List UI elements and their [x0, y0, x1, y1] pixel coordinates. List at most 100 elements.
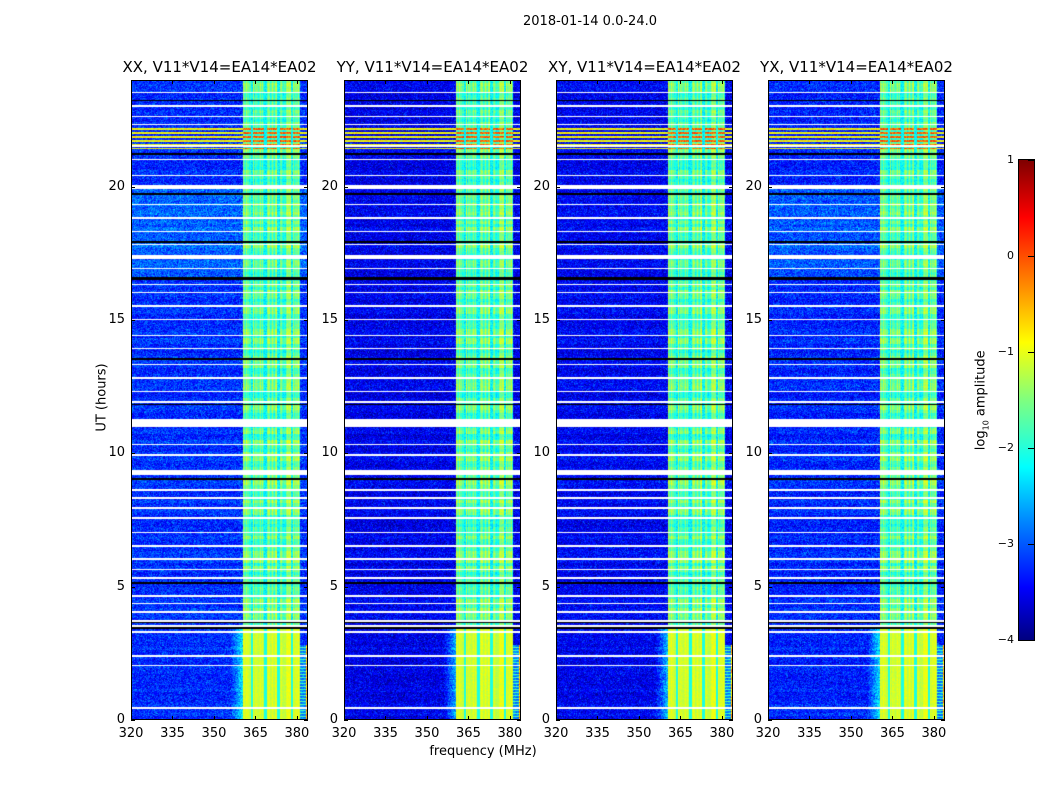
x-tick-mark [131, 716, 132, 720]
y-tick-mark [768, 720, 772, 721]
y-tick-label: 5 [329, 578, 338, 594]
x-tick-mark [426, 80, 428, 84]
y-tick-label: 20 [108, 178, 125, 194]
x-tick-label: 380 [497, 726, 523, 741]
y-tick-mark [304, 186, 308, 188]
y-tick-mark [729, 320, 733, 321]
y-tick-mark [304, 453, 308, 455]
y-tick-mark [344, 186, 348, 188]
y-tick-label: 10 [108, 445, 125, 461]
y-tick-mark [304, 320, 308, 321]
y-tick-label: 15 [745, 312, 762, 327]
y-tick-mark [556, 720, 560, 721]
x-tick-mark [768, 716, 769, 720]
y-tick-mark [768, 320, 772, 321]
colorbar-label-suffix: amplitude [973, 350, 989, 421]
y-tick-label: 10 [533, 445, 550, 461]
spectrogram-image [131, 80, 308, 720]
y-tick-mark [131, 586, 135, 588]
y-tick-mark [556, 320, 560, 321]
colorbar-tick-label: −3 [997, 537, 1014, 550]
x-tick-mark [850, 716, 852, 720]
y-tick-mark [131, 453, 135, 455]
x-tick-mark [468, 80, 470, 84]
spectrogram-panel: XX, V11*V14=EA14*EA02 320 335 350 365 380 0 5 10… [108, 58, 316, 741]
panel-title: XX, V11*V14=EA14*EA02 [122, 58, 317, 76]
x-tick-label: 365 [880, 726, 905, 741]
colorbar-tick-mark [1028, 448, 1034, 449]
spectrogram-image [344, 80, 521, 720]
x-tick-label: 335 [160, 726, 185, 741]
y-tick-mark [517, 186, 521, 188]
x-tick-mark [933, 80, 935, 84]
y-tick-mark [131, 186, 135, 188]
y-tick-label: 15 [108, 312, 125, 327]
colorbar-tick-mark [1028, 544, 1034, 545]
y-tick-mark [344, 453, 348, 455]
y-tick-label: 0 [753, 712, 762, 727]
x-tick-label: 320 [543, 726, 569, 741]
spectrogram-panel: YY, V11*V14=EA14*EA02 320 335 350 365 380 0 5 10… [321, 58, 528, 741]
y-tick-mark [344, 720, 348, 721]
y-tick-mark [131, 320, 135, 321]
y-tick-mark [941, 320, 945, 321]
x-tick-mark [385, 716, 387, 720]
colorbar-tick-mark [1028, 256, 1034, 257]
x-tick-mark [638, 80, 640, 84]
x-tick-mark [556, 716, 557, 720]
x-tick-mark [344, 716, 345, 720]
x-tick-mark [809, 80, 811, 84]
colorbar-tick-label: 0 [1007, 249, 1014, 262]
x-tick-mark [680, 716, 682, 720]
x-tick-mark [721, 716, 723, 720]
x-tick-label: 350 [414, 726, 440, 741]
y-tick-label: 0 [116, 712, 125, 727]
colorbar-tick-label: 1 [1007, 153, 1014, 166]
y-tick-label: 15 [321, 312, 338, 327]
x-tick-label: 335 [585, 726, 610, 741]
x-tick-mark [255, 80, 257, 84]
x-tick-mark [809, 716, 811, 720]
x-tick-mark [344, 80, 345, 84]
x-tick-mark [509, 716, 511, 720]
y-tick-label: 5 [541, 578, 550, 594]
x-tick-label: 335 [373, 726, 398, 741]
colorbar-tick-mark [1028, 352, 1034, 353]
x-tick-mark [296, 716, 298, 720]
y-tick-mark [344, 320, 348, 321]
spectrogram-image [768, 80, 945, 720]
x-tick-mark [385, 80, 387, 84]
y-tick-mark [729, 586, 733, 588]
y-tick-mark [768, 186, 772, 188]
x-tick-label: 380 [284, 726, 310, 741]
colorbar-tick-label: −2 [997, 441, 1014, 454]
x-tick-label: 320 [331, 726, 357, 741]
colorbar-tick-label: −4 [997, 633, 1014, 646]
x-tick-mark [255, 716, 257, 720]
x-tick-mark [172, 716, 174, 720]
x-tick-mark [468, 716, 470, 720]
x-tick-label: 380 [921, 726, 947, 741]
x-axis-label: frequency (MHz) [429, 744, 537, 759]
y-tick-mark [517, 720, 521, 721]
y-tick-mark [729, 720, 733, 721]
x-tick-mark [597, 80, 599, 84]
x-tick-mark [892, 716, 894, 720]
y-tick-mark [517, 586, 521, 588]
y-axis-label: UT (hours) [94, 363, 110, 432]
spectrogram-panel: YX, V11*V14=EA14*EA02 320 335 350 365 380 0 5 10… [745, 58, 952, 741]
x-tick-label: 335 [797, 726, 822, 741]
panel-title: YX, V11*V14=EA14*EA02 [760, 58, 953, 76]
y-tick-label: 20 [745, 178, 762, 194]
x-tick-mark [933, 716, 935, 720]
x-tick-label: 320 [755, 726, 781, 741]
y-tick-label: 20 [321, 178, 338, 194]
y-tick-mark [344, 586, 348, 588]
figure-title: 2018-01-14 0.0-24.0 [523, 14, 657, 29]
y-tick-mark [941, 720, 945, 721]
y-tick-mark [556, 453, 560, 455]
y-tick-label: 0 [541, 712, 550, 727]
x-tick-mark [680, 80, 682, 84]
y-tick-label: 0 [329, 712, 338, 727]
